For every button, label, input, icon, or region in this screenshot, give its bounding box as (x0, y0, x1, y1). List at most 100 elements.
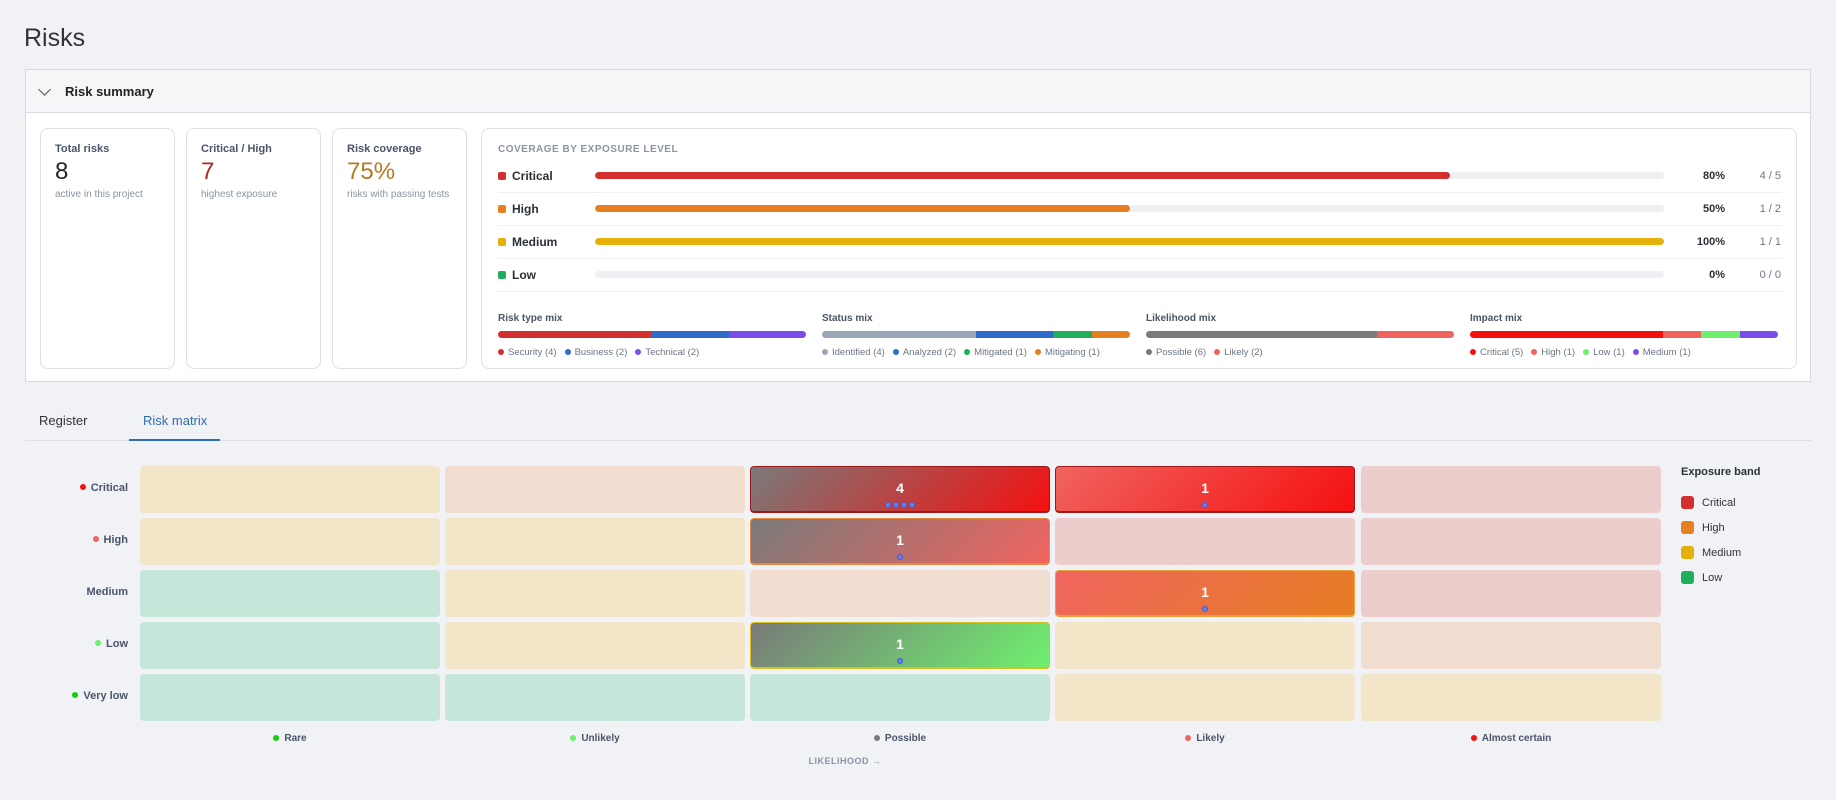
coverage-row-name: Medium (512, 235, 558, 249)
matrix-cell[interactable] (140, 518, 440, 565)
likelihood-col-label: Rare (140, 733, 440, 744)
coverage-percent: 50% (1702, 203, 1725, 215)
legend-item: Low (1681, 565, 1760, 590)
mix-legend-label: Medium (1) (1642, 347, 1691, 358)
mix-bar (498, 331, 806, 338)
matrix-cell[interactable]: 1 (750, 518, 1050, 565)
mix-bar (1470, 331, 1778, 338)
coverage-row-name: Critical (512, 169, 553, 183)
matrix-cell[interactable] (1361, 570, 1661, 617)
matrix-cell[interactable] (1055, 674, 1355, 721)
matrix-cell[interactable] (445, 466, 745, 513)
matrix-cell[interactable] (1361, 674, 1661, 721)
coverage-track (595, 271, 1664, 278)
matrix-cell[interactable] (1361, 622, 1661, 669)
risk-summary-panel: Risk summary Total risks 8 active in thi… (25, 69, 1811, 382)
card-value: 75% (347, 158, 396, 185)
impact-row-text: Critical (90, 482, 128, 494)
matrix-cell[interactable]: 1 (1055, 570, 1355, 617)
coverage-count: 0 / 0 (1759, 269, 1781, 281)
coverage-percent: 80% (1702, 170, 1725, 182)
cell-risk-count: 1 (896, 532, 904, 548)
matrix-cell[interactable] (140, 622, 440, 669)
matrix-cell[interactable] (1055, 518, 1355, 565)
mix-segment (1470, 331, 1663, 338)
matrix-cell[interactable] (445, 518, 745, 565)
legend-swatch-icon (1681, 521, 1694, 534)
risk-marker-icon[interactable] (901, 502, 907, 508)
total-risks-card: Total risks 8 active in this project (40, 128, 175, 369)
risk-marker-icon[interactable] (897, 554, 903, 560)
likelihood-dot-icon (1470, 735, 1477, 741)
likelihood-dot-icon (1185, 735, 1192, 741)
tab-risk-matrix[interactable]: Risk matrix (143, 413, 208, 428)
mix-legend: Critical (5) High (1) Low (1) Medium (1) (1470, 347, 1778, 358)
mix-bar (822, 331, 1130, 338)
legend-item: High (1681, 515, 1760, 540)
mix-legend: Identified (4) Analyzed (2) Mitigated (1) M… (822, 347, 1130, 358)
coverage-by-exposure-panel: COVERAGE BY EXPOSURE LEVEL Critical 80% 4 … (481, 128, 1797, 369)
matrix-cell[interactable] (1361, 518, 1661, 565)
card-title: Critical / High (201, 143, 272, 155)
coverage-count: 1 / 2 (1759, 203, 1781, 215)
likelihood-dot-icon (873, 735, 880, 741)
mix-legend-label: Business (2) (574, 347, 628, 358)
card-title: Risk coverage (347, 143, 422, 155)
impact-row-label: Very low (40, 690, 128, 702)
legend-dot-icon (1531, 349, 1538, 355)
likelihood-dot-icon (273, 735, 280, 741)
risk-marker-icon[interactable] (909, 502, 915, 508)
mix-title: Impact mix (1470, 313, 1523, 324)
mix-legend-label: Analyzed (2) (902, 347, 957, 358)
card-subtitle: highest exposure (201, 189, 278, 200)
matrix-cell[interactable] (750, 674, 1050, 721)
mix-legend-label: Mitigating (1) (1044, 347, 1100, 358)
coverage-track (595, 172, 1664, 179)
coverage-count: 1 / 1 (1759, 236, 1781, 248)
risk-summary-toggle[interactable]: Risk summary (26, 70, 1810, 113)
matrix-cell[interactable] (140, 570, 440, 617)
matrix-cell[interactable]: 1 (1055, 466, 1355, 513)
legend-dot-icon (1146, 349, 1152, 355)
matrix-cell[interactable] (1361, 466, 1661, 513)
legend-swatch-icon (1681, 571, 1694, 584)
cell-risk-count: 1 (1201, 584, 1209, 600)
risk-marker-icon[interactable] (1202, 606, 1208, 612)
mix-status-mix: Status mix Identified (4) Analyzed (2) Miti… (822, 313, 1130, 358)
mix-segment (498, 331, 652, 338)
legend-dot-icon (1470, 349, 1476, 355)
coverage-count: 4 / 5 (1759, 170, 1781, 182)
risk-marker-icon[interactable] (897, 658, 903, 664)
risk-marker-icon[interactable] (1202, 502, 1208, 508)
matrix-cell[interactable] (140, 674, 440, 721)
impact-row-text: High (103, 534, 128, 546)
cell-risk-markers (751, 657, 1049, 664)
tab-register[interactable]: Register (39, 413, 88, 428)
mix-impact-mix: Impact mix Critical (5) High (1) Low (1) Med… (1470, 313, 1778, 358)
legend-item: Medium (1681, 540, 1760, 565)
coverage-row: Medium 100% 1 / 1 (498, 226, 1782, 259)
impact-row-label: Low (40, 638, 128, 650)
mix-legend-label: Identified (4) (832, 347, 885, 358)
page-title: Risks (24, 24, 86, 52)
risk-marker-icon[interactable] (885, 502, 891, 508)
coverage-fill (595, 172, 1451, 179)
mix-legend-label: Likely (2) (1224, 347, 1263, 358)
risk-marker-icon[interactable] (893, 502, 899, 508)
card-title: Total risks (55, 143, 110, 155)
matrix-cell[interactable] (1055, 622, 1355, 669)
matrix-cell[interactable]: 4 (750, 466, 1050, 513)
matrix-cell[interactable] (445, 570, 745, 617)
legend-title: Exposure band (1681, 466, 1761, 478)
mix-segment (652, 331, 729, 338)
mix-legend: Possible (6) Likely (2) (1146, 347, 1454, 358)
mix-legend: Security (4) Business (2) Technical (2) (498, 347, 806, 358)
matrix-cell[interactable] (750, 570, 1050, 617)
matrix-cell[interactable] (140, 466, 440, 513)
matrix-cell[interactable] (445, 674, 745, 721)
matrix-cell[interactable]: 1 (750, 622, 1050, 669)
mix-segment (822, 331, 976, 338)
mix-title: Risk type mix (498, 313, 563, 324)
matrix-cell[interactable] (445, 622, 745, 669)
card-subtitle: risks with passing tests (347, 189, 450, 200)
